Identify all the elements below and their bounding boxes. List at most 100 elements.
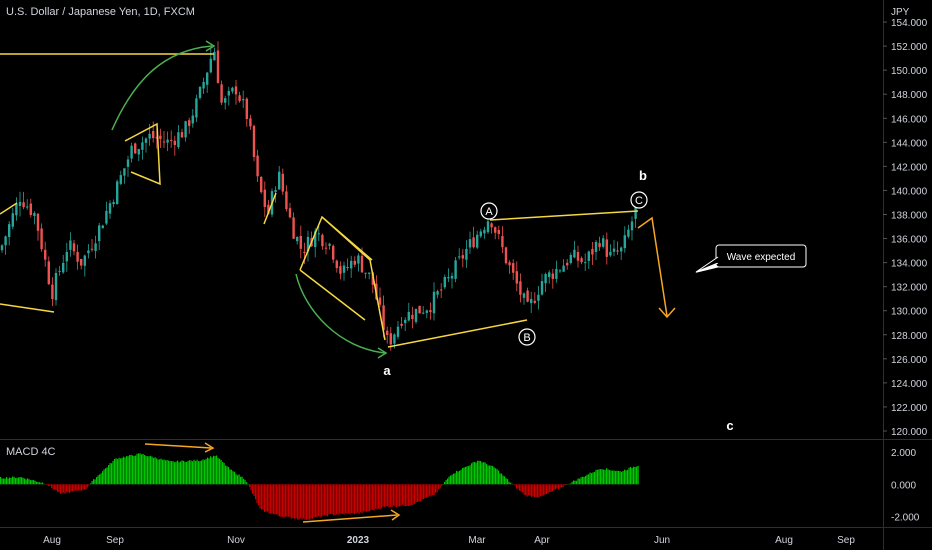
macd-bar [238,474,240,485]
macd-divergence-top-head [204,442,215,453]
candle-body [256,155,259,177]
macd-bar [67,484,69,493]
macd-bar [118,457,120,485]
candle-body [537,294,540,301]
macd-bar [231,469,233,485]
macd-bar [601,469,603,485]
macd-bar [46,484,48,486]
macd-bar [154,457,156,485]
macd-bar [616,470,618,485]
macd-bar [361,484,363,514]
candle-body [569,254,572,264]
macd-bar [169,460,171,485]
macd-bar [37,482,39,485]
macd-bar [609,469,611,485]
macd-bar [405,484,407,507]
candle-body [486,221,490,233]
candle-body [296,237,299,242]
macd-bar [573,480,575,485]
macd-bar [286,484,288,517]
macd-bar [364,484,366,512]
macd-bar [396,484,398,507]
macd-bar [70,484,72,492]
macd-bar [318,484,320,517]
macd-bar [264,484,266,513]
macd-bar [342,484,344,514]
candle-body [483,229,486,234]
candle-body [576,252,580,261]
macd-axis[interactable]: 2.000 0.000 -2.000 [891,448,920,523]
candle-body [353,260,356,265]
macd-bar [33,480,35,485]
macd-panel-title[interactable]: MACD 4C [6,446,56,458]
macd-bar [574,480,576,485]
candle-body [267,204,270,214]
macd-bar [484,462,486,485]
macd-bar [346,484,348,514]
macd-bar [513,484,515,485]
macd-bar [483,462,485,485]
candle-body [566,262,569,266]
macd-bar [387,484,389,507]
candle-body [288,208,292,218]
wave-label-a: a [383,363,391,378]
symbol-title[interactable]: U.S. Dollar / Japanese Yen, 1D, FXCM [6,6,195,18]
macd-bar [135,455,137,485]
macd-bar [81,484,83,491]
macd-bar [525,484,527,496]
candle-body [548,272,551,278]
candle-body [195,98,198,118]
macd-bar [102,471,104,485]
candle-body [26,206,29,208]
macd-bar [210,456,212,485]
macd-bar [541,484,543,497]
macd-bar [334,484,336,516]
macd-bar [297,484,299,520]
macd-bar [60,484,62,494]
candle-body [335,260,338,269]
macd-bar [90,483,92,485]
price-axis[interactable]: 154.000 152.000 150.000 148.000 146.000 144.0… [883,18,928,438]
macd-bar [363,484,365,512]
projection-arrowhead [658,307,676,319]
candle-body [602,238,605,247]
macd-bar [606,468,608,485]
price-tick-label: 138.000 [891,210,928,221]
macd-bar [40,482,42,485]
macd-bar [214,456,216,485]
macd-bar [85,484,87,489]
macd-bar [220,459,222,485]
macd-bar [516,484,518,489]
macd-bar [157,459,159,485]
candle-body [360,255,364,273]
macd-bar [54,484,56,490]
price-tick-label: 134.000 [891,259,928,270]
macd-bar [186,461,188,485]
macd-bar [24,478,26,485]
macd-bar [123,456,125,485]
macd-bar [105,468,107,485]
time-axis[interactable]: Aug Sep Nov 2023 Mar Apr Jun Aug Sep [43,535,855,546]
candle-body [54,272,58,301]
candle-body [94,243,97,251]
macd-bar [160,458,162,485]
candle-body [137,149,140,155]
macd-bar [406,484,408,507]
macd-bar [496,469,498,485]
macd-bar [528,484,530,496]
candle-body [620,247,623,252]
macd-bar [298,484,300,520]
macd-bar [325,484,327,516]
macd-bar [250,484,252,491]
candle-body [530,299,533,304]
macd-bar [571,481,573,485]
currency-label: JPY [891,7,910,18]
macd-bar [520,484,522,492]
macd-bar [10,477,12,485]
candle-body [119,175,122,184]
macd-bar [27,478,29,485]
wave-expected-callout[interactable]: Wave expected [695,244,807,273]
macd-bar [394,484,396,507]
candle-body [159,135,162,140]
